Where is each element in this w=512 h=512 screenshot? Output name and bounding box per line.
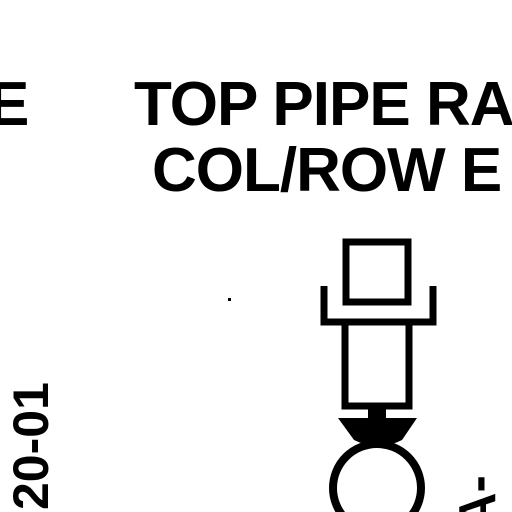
column-box [341, 318, 413, 410]
pipe-circle [329, 440, 425, 512]
stray-dot [228, 298, 231, 301]
connector-block [368, 406, 386, 420]
saddle-shoe [338, 418, 417, 446]
title-line-1: TOP PIPE RA [134, 70, 512, 139]
left-edge-letter: E [0, 70, 29, 139]
top-box [342, 238, 412, 306]
title-line-2: COL/ROW E [152, 136, 502, 205]
